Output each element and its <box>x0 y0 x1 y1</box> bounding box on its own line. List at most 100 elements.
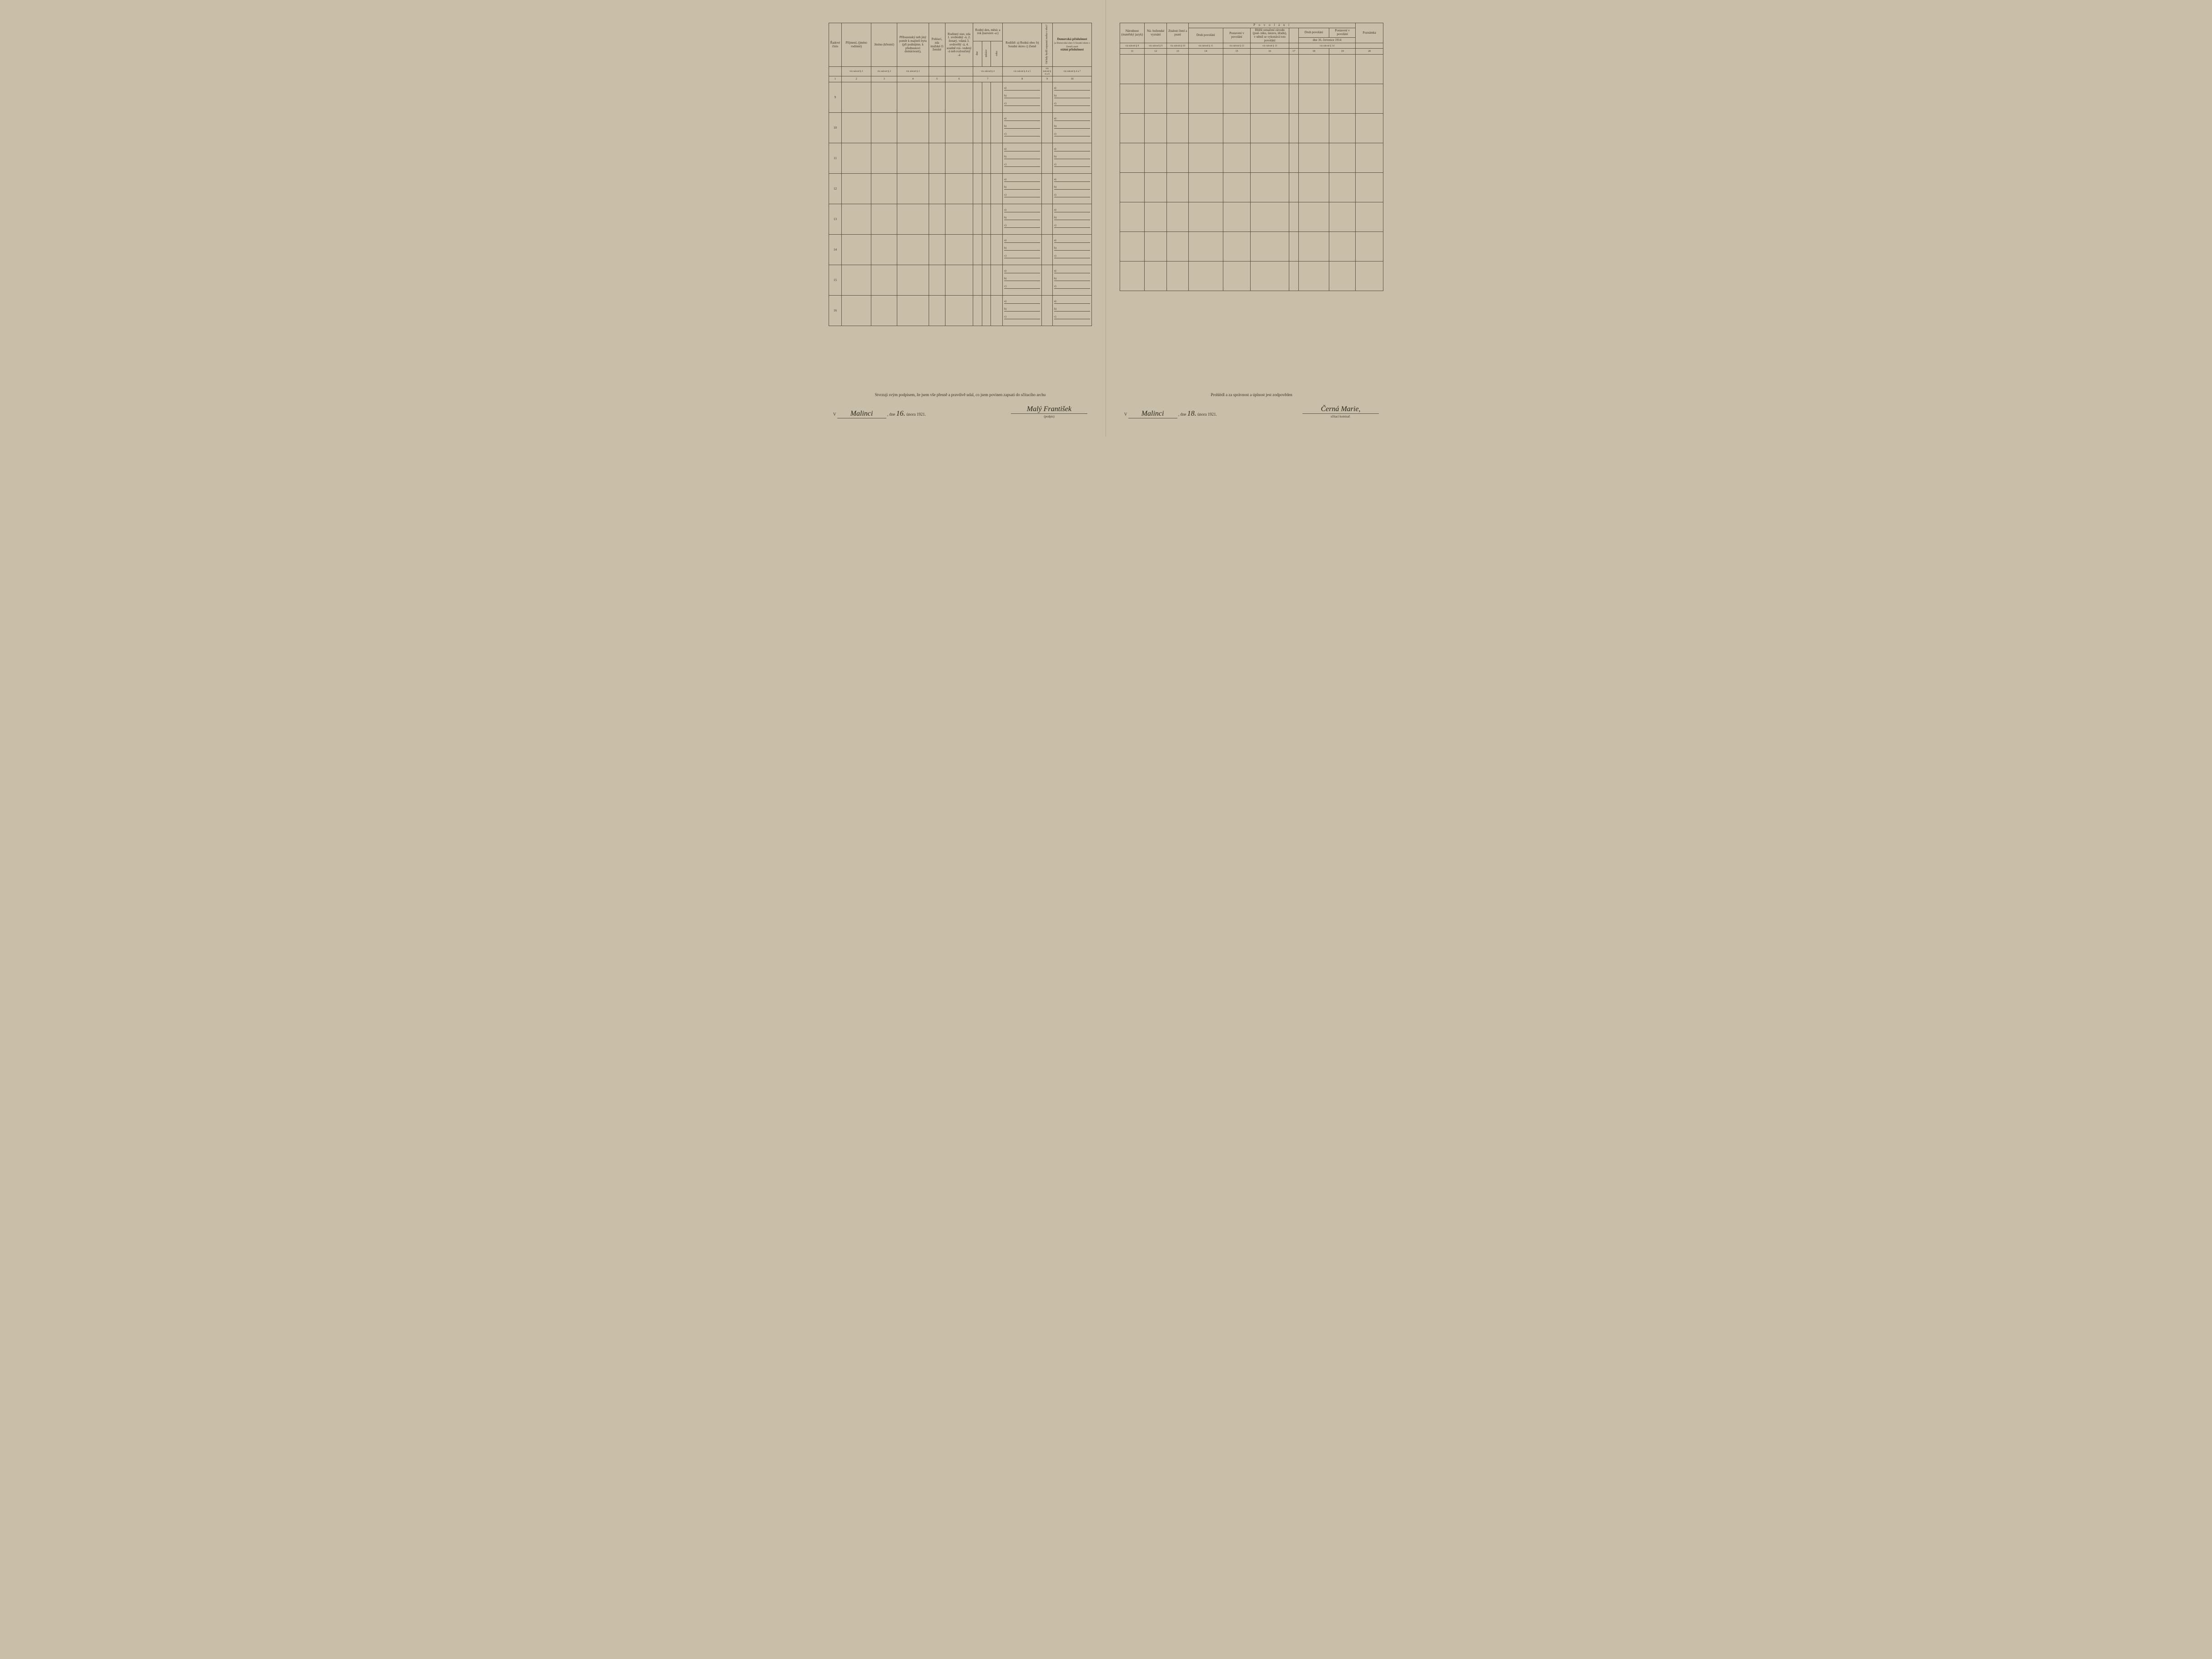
signature-label: (podpis) <box>1044 415 1054 418</box>
table-row: 13a)b)c)a)b)c) <box>829 204 1092 235</box>
colnum: 13 <box>1167 49 1188 55</box>
domicile-cell: a)b)c) <box>1052 82 1091 113</box>
ref-2: viz návod § 2 <box>871 67 897 76</box>
colnum: 20 <box>1356 49 1383 55</box>
signature-label: sčítací komisař. <box>1331 415 1351 418</box>
colnum: 17 <box>1289 49 1299 55</box>
ref-3: viz návod § 3 <box>897 67 929 76</box>
col13-header: Znalost čtení a psaní <box>1168 29 1187 36</box>
colnum: 9 <box>1042 76 1053 82</box>
domicile-cell: a)b)c) <box>1052 174 1091 204</box>
birthplace-cell: a)b)c) <box>1003 174 1042 204</box>
col7c-header: roku <box>995 50 998 57</box>
table-row <box>1120 143 1383 173</box>
left-page: Řadové číslo Příjmení, (jméno rodinné) J… <box>815 0 1106 437</box>
ref-12: viz návod § 12 <box>1223 43 1251 49</box>
col12-header: Ná‑ boženské vyznání <box>1147 29 1164 36</box>
dne-label: , dne <box>1178 412 1186 417</box>
domicile-cell: a)b)c) <box>1052 143 1091 174</box>
ref-8: viz návod § 8 <box>1120 43 1145 49</box>
birthplace-cell: a)b)c) <box>1003 113 1042 143</box>
left-footer: Stvrzuji svým podpisem, že jsem vše přes… <box>833 392 1087 418</box>
colnum: 12 <box>1144 49 1167 55</box>
domicile-cell: a)b)c) <box>1052 296 1091 326</box>
ref-10: viz návod § 10 <box>1167 43 1188 49</box>
colnum: 10 <box>1052 76 1091 82</box>
table-row <box>1120 202 1383 232</box>
ref-7: viz návod § 4 a 7 <box>1052 67 1091 76</box>
colnum: 4 <box>897 76 929 82</box>
col18-header: Druh povolání <box>1305 30 1323 34</box>
attestation-text: Prohlédl a za správnost a úplnost jest z… <box>1124 392 1379 397</box>
col15-header: Postavení v povolání <box>1229 31 1244 39</box>
col10-header-bot: státní příslušnost <box>1061 48 1084 51</box>
ref-1: viz návod § 1 <box>841 67 871 76</box>
birthplace-cell: a)b)c) <box>1003 143 1042 174</box>
table-row: 10 a)b)c) a)b)c) <box>829 113 1092 143</box>
domicile-cell: a)b)c) <box>1052 113 1091 143</box>
day-handwritten: 18. <box>1187 410 1196 417</box>
col10-header-sub: (a Domovská obec b Soudní okres c Země) … <box>1054 42 1090 48</box>
colnum: 8 <box>1003 76 1042 82</box>
domicile-cell: a)b)c) <box>1052 265 1091 296</box>
domicile-cell: a)b)c) <box>1052 235 1091 265</box>
col5-header: Pohlaví, zda mužské či ženské <box>930 37 943 51</box>
colnum: 15 <box>1223 49 1251 55</box>
table-row: 12 a)b)c) a)b)c) <box>829 174 1092 204</box>
signature-handwritten: Malý František <box>1011 405 1087 414</box>
census-table-left: Řadové číslo Příjmení, (jméno rodinné) J… <box>829 23 1092 326</box>
colnum: 6 <box>945 76 973 82</box>
row-number: 11 <box>829 143 842 174</box>
colnum: 11 <box>1120 49 1145 55</box>
ref-6: viz návod § 4 a 6 <box>1042 67 1053 76</box>
col11-header: Národnost (mateřský jazyk) <box>1121 29 1143 36</box>
month-year: února 1921. <box>1197 412 1217 417</box>
ref-14: viz návod § 14 <box>1298 43 1355 49</box>
right-footer: Prohlédl a za správnost a úplnost jest z… <box>1124 392 1379 418</box>
col6-header: Rodinný stav, zda 1. svobodný ‑á, 2. žen… <box>946 32 971 57</box>
month-year: února 1921. <box>906 412 926 417</box>
table-row <box>1120 84 1383 114</box>
row-number: 9 <box>829 82 842 113</box>
v-label: V <box>833 412 836 417</box>
day-handwritten: 16. <box>896 410 905 417</box>
col20-header: Poznámka <box>1363 31 1376 35</box>
row-number: 13 <box>829 204 842 235</box>
colnum: 1 <box>829 76 842 82</box>
table-row <box>1120 173 1383 202</box>
colnum: 18 <box>1298 49 1329 55</box>
col4-header: Příbuzenský neb jiný poměr k majiteli by… <box>899 35 926 53</box>
col14-header: Druh povolání <box>1196 33 1215 37</box>
colnum: 16 <box>1251 49 1289 55</box>
col3-header: Jméno (křestní) <box>874 43 894 46</box>
ref-11: viz návod § 11 <box>1188 43 1223 49</box>
attestation-text: Stvrzuji svým podpisem, že jsem vše přes… <box>833 392 1087 397</box>
row-number: 12 <box>829 174 842 204</box>
right-page: Národnost (mateřský jazyk) Ná‑ boženské … <box>1106 0 1397 437</box>
row-number: 10 <box>829 113 842 143</box>
table-row <box>1120 55 1383 84</box>
col7b-header: měsíce <box>985 49 988 58</box>
signature-handwritten: Černá Marie, <box>1302 405 1379 414</box>
table-row <box>1120 261 1383 291</box>
table-row: 15a)b)c)a)b)c) <box>829 265 1092 296</box>
v-label: V <box>1124 412 1127 417</box>
col10-header-top: Domovská příslušnost <box>1057 37 1087 41</box>
colnum: 7 <box>973 76 1002 82</box>
col1-header: Řadové číslo <box>830 41 840 48</box>
col7-header: Rodný den, měsíc a rok (narozen ‑a:) <box>975 28 1000 35</box>
place-handwritten: Malinci <box>1128 410 1177 418</box>
ref-9: viz návod § 9 <box>1144 43 1167 49</box>
row-number: 15 <box>829 265 842 296</box>
domicile-cell: a)b)c) <box>1052 204 1091 235</box>
birthplace-cell: a)b)c) <box>1003 296 1042 326</box>
col9-header: Od kdy bydlí zapsaná osoba v obci? <box>1046 24 1048 65</box>
colnum: 19 <box>1329 49 1356 55</box>
table-row: 16a)b)c)a)b)c) <box>829 296 1092 326</box>
colnum: 5 <box>929 76 945 82</box>
birthplace-cell: a)b)c) <box>1003 82 1042 113</box>
ref-13: viz návod § 13 <box>1251 43 1289 49</box>
col7a-header: dne <box>976 50 979 56</box>
date-1914-header: dne 16. července 1914 <box>1313 38 1342 42</box>
dne-label: , dne <box>887 412 895 417</box>
